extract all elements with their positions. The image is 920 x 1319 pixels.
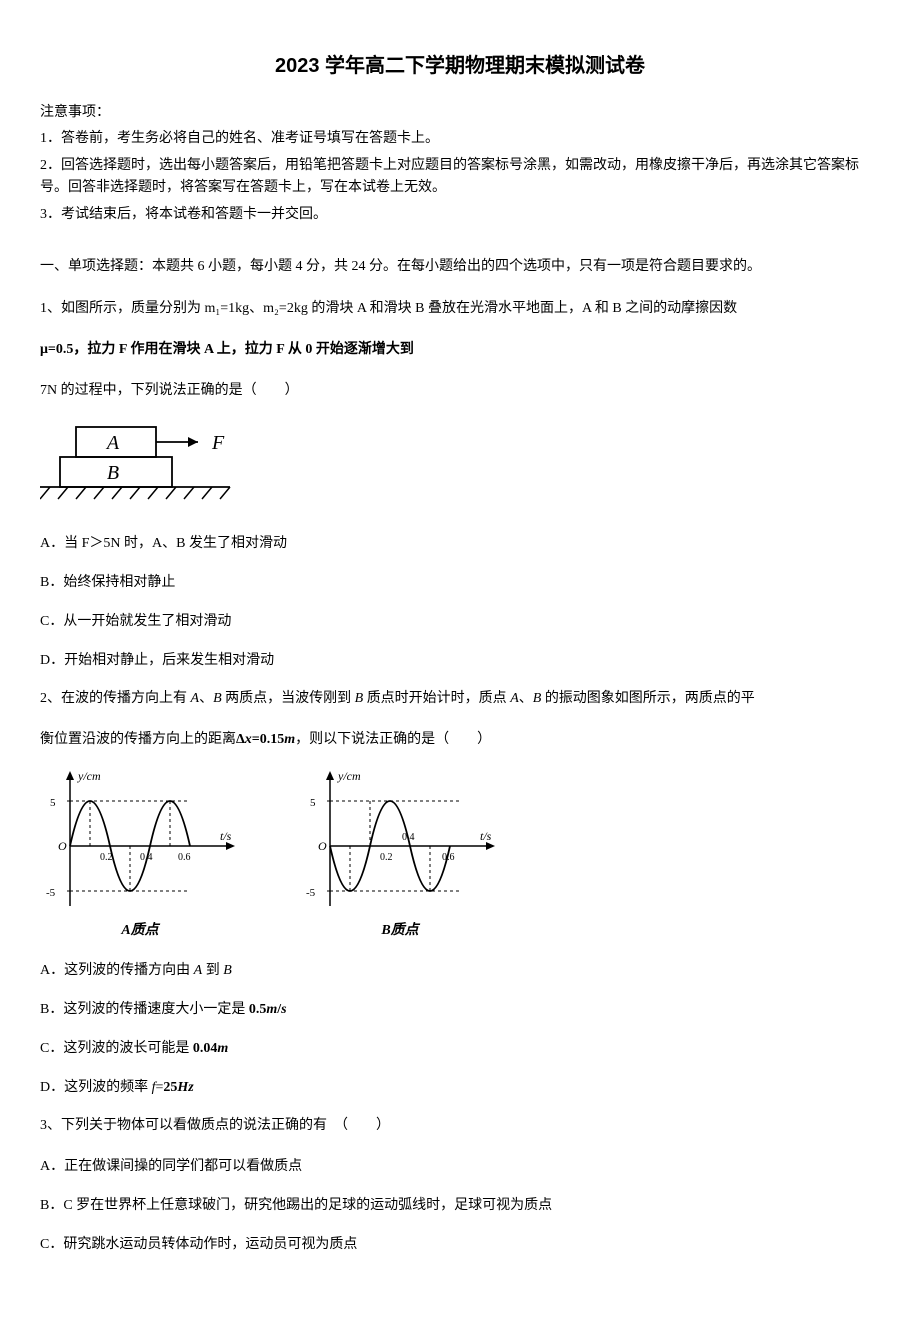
svg-text:-5: -5 — [306, 887, 316, 899]
wave-caption-b: B质点 — [381, 920, 418, 942]
svg-text:5: 5 — [50, 797, 56, 809]
svg-text:y/cm: y/cm — [337, 769, 361, 783]
force-f-label: F — [211, 432, 225, 454]
q3-stem: 3、下列关于物体可以看做质点的说法正确的有 （ ） — [40, 1111, 880, 1142]
q2-stem-1: 2、在波的传播方向上有 A、B 两质点，当波传刚到 B 质点时开始计时，质点 A… — [40, 684, 880, 715]
svg-text:0.6: 0.6 — [178, 852, 191, 863]
q1-stem-1: 1、如图所示，质量分别为 m₁=1kg、m₂=2kg 的滑块 A 和滑块 B 叠… — [40, 294, 880, 325]
block-a-label: A — [105, 432, 120, 454]
svg-text:-5: -5 — [46, 887, 56, 899]
q1-option-b: B．始终保持相对静止 — [40, 568, 880, 599]
wave-caption-a: A质点 — [121, 920, 158, 942]
q1-stem-2: μ=0.5，拉力 F 作用在滑块 A 上，拉力 F 从 0 开始逐渐增大到 — [40, 335, 880, 366]
q2-option-b: B．这列波的传播速度大小一定是 0.5m/s — [40, 995, 880, 1026]
svg-text:O: O — [318, 839, 327, 853]
q1-stem-3: 7N 的过程中，下列说法正确的是（ ） — [40, 376, 880, 407]
q1-option-d: D．开始相对静止，后来发生相对滑动 — [40, 646, 880, 677]
svg-text:5: 5 — [310, 797, 316, 809]
svg-text:0.2: 0.2 — [100, 852, 113, 863]
svg-text:t/s: t/s — [220, 829, 232, 843]
wave-chart-a: y/cm t/s O 5 -5 0.2 0.4 0.6 — [40, 766, 240, 916]
section-header: 一、单项选择题：本题共 6 小题，每小题 4 分，共 24 分。在每小题给出的四… — [40, 256, 880, 278]
svg-text:0.2: 0.2 — [380, 852, 393, 863]
notice-header: 注意事项： — [40, 102, 880, 124]
block-b-label: B — [107, 462, 119, 484]
q1-option-c: C．从一开始就发生了相对滑动 — [40, 607, 880, 638]
svg-text:O: O — [58, 839, 67, 853]
svg-text:t/s: t/s — [480, 829, 492, 843]
notice-item-1: 1．答卷前，考生务必将自己的姓名、准考证号填写在答题卡上。 — [40, 128, 880, 150]
q1-figure: A B F — [40, 417, 880, 515]
notice-item-3: 3．考试结束后，将本试卷和答题卡一并交回。 — [40, 204, 880, 226]
q2-option-d: D．这列波的频率 f=25Hz — [40, 1073, 880, 1104]
notice-item-2: 2．回答选择题时，选出每小题答案后，用铅笔把答题卡上对应题目的答案标号涂黑，如需… — [40, 155, 880, 200]
q2-option-a: A．这列波的传播方向由 A 到 B — [40, 956, 880, 987]
svg-text:y/cm: y/cm — [77, 769, 101, 783]
q2-figure: y/cm t/s O 5 -5 0.2 0.4 0.6 A质点 — [40, 766, 880, 942]
q2-stem-2: 衡位置沿波的传播方向上的距离Δx=0.15m，则以下说法正确的是（ ） — [40, 725, 880, 756]
q2-option-c: C．这列波的波长可能是 0.04m — [40, 1034, 880, 1065]
q1-option-a: A．当 F＞5N 时，A、B 发生了相对滑动 — [40, 529, 880, 560]
page-title: 2023 学年高二下学期物理期末模拟测试卷 — [40, 50, 880, 82]
q3-option-b: B．C 罗在世界杯上任意球破门，研究他踢出的足球的运动弧线时，足球可视为质点 — [40, 1191, 880, 1222]
q3-option-a: A．正在做课间操的同学们都可以看做质点 — [40, 1152, 880, 1183]
wave-chart-b: y/cm t/s O 5 -5 0.2 0.4 0.6 — [300, 766, 500, 916]
q3-option-c: C．研究跳水运动员转体动作时，运动员可视为质点 — [40, 1230, 880, 1261]
